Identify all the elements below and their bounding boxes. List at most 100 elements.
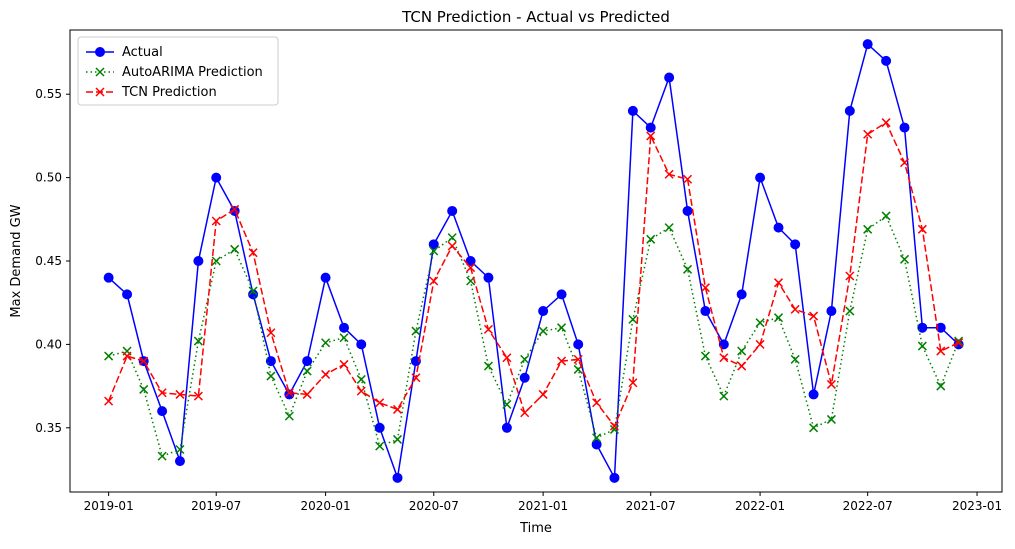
data-point-tcn-prediction [284, 388, 294, 398]
data-point-autoarima-prediction [755, 318, 765, 328]
data-point-tcn-prediction [175, 389, 185, 399]
legend-box [77, 36, 279, 106]
data-point-tcn-prediction [755, 339, 765, 349]
data-point-tcn-prediction [773, 278, 784, 288]
y-tick-label: 0.55 [35, 87, 62, 101]
data-point-autoarima-prediction [719, 391, 729, 401]
data-point-tcn-prediction [917, 224, 927, 234]
data-point-actual [790, 239, 801, 250]
data-point-tcn-prediction [646, 131, 656, 141]
data-point-autoarima-prediction [375, 441, 385, 451]
data-point-tcn-prediction [628, 378, 638, 388]
data-point-tcn-prediction [139, 356, 149, 366]
x-tick-label: 2019-01 [84, 499, 134, 513]
data-point-autoarima-prediction [881, 211, 891, 221]
data-point-autoarima-prediction [917, 341, 927, 351]
data-point-autoarima-prediction [411, 326, 421, 336]
data-point-actual [844, 105, 855, 116]
data-point-actual [862, 39, 873, 50]
data-point-tcn-prediction [592, 398, 602, 408]
data-point-actual [392, 472, 403, 483]
data-point-tcn-prediction [157, 388, 167, 398]
data-point-actual [881, 55, 892, 66]
data-point-tcn-prediction [302, 389, 312, 399]
data-point-actual [410, 356, 421, 367]
series-line-tcn-prediction [107, 121, 959, 428]
data-point-autoarima-prediction [502, 399, 512, 409]
data-point-actual [935, 322, 946, 333]
data-point-actual [755, 172, 766, 183]
data-point-tcn-prediction [447, 241, 457, 251]
data-point-tcn-prediction [573, 354, 583, 364]
data-point-tcn-prediction [954, 338, 964, 348]
data-point-autoarima-prediction [609, 424, 619, 434]
x-axis: 2019-01 2019-07 2020-01 2020-07 2021-01 2021-… [84, 492, 1002, 513]
chart-title: TCN Prediction - Actual vs Predicted [401, 8, 670, 26]
x-axis-label: Time [519, 521, 552, 536]
data-point-actual [773, 222, 784, 233]
data-point-actual [302, 356, 313, 367]
legend-label-actual: Actual [122, 45, 163, 60]
data-point-autoarima-prediction [683, 264, 693, 274]
data-point-autoarima-prediction [266, 371, 276, 381]
data-point-tcn-prediction [411, 373, 421, 383]
x-tick-label: 2021-01 [518, 499, 568, 513]
data-point-actual [248, 289, 259, 300]
data-point-tcn-prediction [609, 421, 619, 431]
data-point-autoarima-prediction [211, 256, 221, 266]
data-point-tcn-prediction [520, 408, 530, 418]
data-point-tcn-prediction [737, 361, 747, 371]
x-tick-label: 2020-01 [301, 499, 351, 513]
data-point-actual [591, 439, 602, 450]
data-point-actual [736, 289, 747, 300]
x-tick-label: 2019-07 [191, 499, 241, 513]
data-point-autoarima-prediction [936, 381, 946, 391]
data-point-actual [193, 256, 204, 266]
data-point-tcn-prediction [881, 118, 891, 128]
data-point-autoarima-prediction [628, 314, 638, 324]
data-point-autoarima-prediction [899, 254, 910, 264]
data-point-actual [483, 272, 494, 283]
data-point-autoarima-prediction [664, 223, 674, 233]
data-point-tcn-prediction [193, 391, 203, 401]
legend-marker-autoarima-prediction [95, 67, 105, 77]
data-point-actual [465, 256, 476, 266]
data-point-actual [374, 422, 385, 433]
data-point-actual [538, 306, 549, 317]
data-point-actual [320, 272, 331, 283]
data-point-autoarima-prediction [790, 354, 800, 364]
data-point-tcn-prediction [466, 263, 476, 273]
data-point-autoarima-prediction [483, 361, 493, 371]
data-point-tcn-prediction [321, 369, 331, 379]
data-point-tcn-prediction [104, 396, 114, 406]
data-point-autoarima-prediction [447, 233, 457, 243]
data-point-tcn-prediction [429, 276, 439, 286]
data-point-autoarima-prediction [248, 286, 258, 296]
data-point-actual [447, 205, 458, 216]
data-point-tcn-prediction [392, 404, 403, 414]
data-point-actual [211, 172, 222, 183]
y-axis-label: Max Demand GW [9, 204, 24, 317]
data-point-autoarima-prediction [104, 351, 114, 361]
plot-area [70, 30, 1002, 492]
data-point-autoarima-prediction [392, 434, 403, 444]
data-point-tcn-prediction [483, 324, 493, 334]
data-point-actual [501, 422, 512, 433]
x-tick-label: 2021-07 [626, 499, 676, 513]
data-point-autoarima-prediction [157, 451, 167, 461]
x-tick-label: 2023-01 [952, 499, 1002, 513]
data-point-actual [682, 205, 693, 216]
legend-label-autoarima-prediction: AutoARIMA Prediction [122, 65, 263, 80]
data-point-autoarima-prediction [557, 323, 567, 333]
data-point-actual [284, 389, 295, 400]
data-point-actual [103, 272, 114, 283]
data-point-autoarima-prediction [284, 411, 294, 421]
data-point-actual [664, 72, 675, 83]
data-point-tcn-prediction [683, 174, 693, 184]
data-point-autoarima-prediction [339, 333, 349, 343]
series-line-autoarima-prediction [108, 214, 960, 458]
data-point-autoarima-prediction [845, 306, 855, 316]
data-point-actual [899, 122, 910, 133]
data-point-autoarima-prediction [863, 224, 873, 234]
